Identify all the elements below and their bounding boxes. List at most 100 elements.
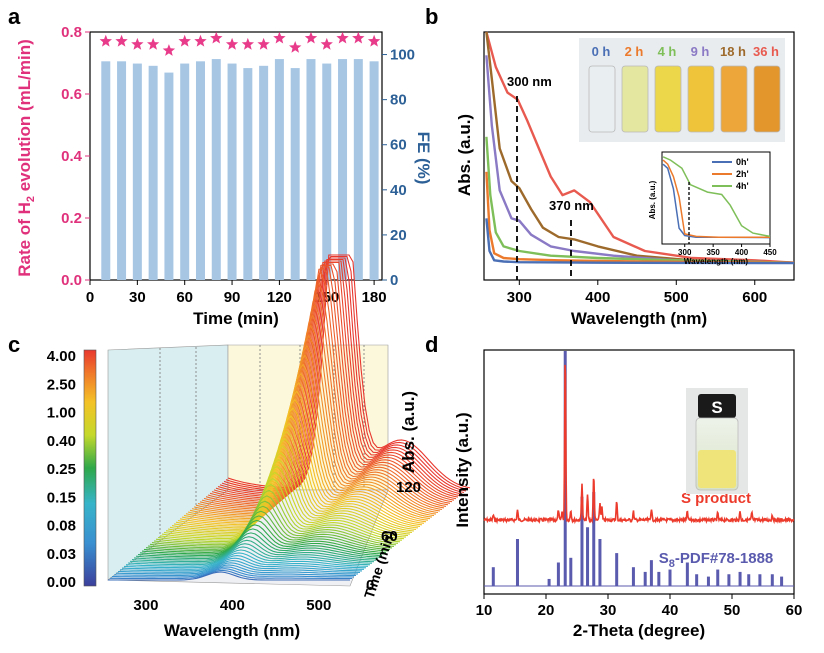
waterfall-trace bbox=[201, 303, 445, 509]
inset-x-tick-label: 450 bbox=[763, 248, 777, 257]
y-axis-title-right-a: FE (%) bbox=[414, 132, 433, 185]
colorbar-tick-label: 1.00 bbox=[47, 405, 76, 422]
waterfall-trace bbox=[199, 314, 443, 511]
waterfall-trace bbox=[137, 532, 381, 558]
rate-star bbox=[210, 31, 223, 44]
rate-star bbox=[147, 37, 160, 50]
absorbance-curve bbox=[485, 136, 795, 264]
fe-bar bbox=[322, 63, 332, 281]
waterfall-trace bbox=[217, 261, 461, 497]
inset-legend-label: 4h' bbox=[736, 181, 749, 191]
rate-star bbox=[273, 31, 286, 44]
waterfall-trace bbox=[157, 483, 401, 543]
reference-peak bbox=[569, 557, 573, 586]
inset-curve bbox=[662, 156, 771, 238]
panel-label-c: c bbox=[8, 332, 20, 357]
fe-bar bbox=[369, 61, 379, 281]
x-tick-label: 10 bbox=[476, 602, 493, 619]
waterfall-trace bbox=[145, 515, 389, 552]
colorbar-tick-label: 2.50 bbox=[47, 376, 76, 393]
reference-peak bbox=[580, 496, 584, 586]
rate-star bbox=[289, 41, 302, 53]
vial-label: 18 h bbox=[720, 44, 746, 59]
vial bbox=[720, 65, 748, 133]
annotation-370nm: 370 nm bbox=[549, 198, 594, 213]
waterfall-trace bbox=[133, 539, 377, 561]
y-left-tick-label: 0.8 bbox=[61, 24, 82, 41]
waterfall-trace bbox=[213, 264, 457, 500]
waterfall-trace bbox=[139, 528, 383, 557]
y-left-tick-label: 0.6 bbox=[61, 86, 82, 103]
fe-bar bbox=[148, 65, 158, 281]
waterfall-trace bbox=[163, 465, 407, 538]
fe-bar bbox=[227, 63, 237, 281]
waterfall-trace bbox=[108, 571, 350, 581]
absorbance-curve bbox=[485, 171, 795, 264]
y-axis-title-b: Abs. (a.u.) bbox=[455, 114, 474, 196]
absorbance-curve bbox=[485, 218, 795, 265]
x-tick-label: 30 bbox=[600, 602, 617, 619]
inset-x-tick-label: 400 bbox=[735, 248, 749, 257]
fe-bar bbox=[164, 72, 174, 280]
reference-peak bbox=[758, 574, 762, 586]
colorbar-tick-label: 0.15 bbox=[47, 489, 76, 506]
series-label-s-product: S product bbox=[681, 490, 751, 507]
colorbar-tick-label: 0.25 bbox=[47, 461, 76, 478]
plot-frame-b bbox=[483, 31, 795, 281]
rate-star bbox=[241, 37, 254, 50]
waterfall-trace bbox=[169, 445, 413, 534]
time-tick-label: 120 bbox=[396, 479, 421, 496]
y-right-tick-label: 60 bbox=[390, 137, 407, 154]
x-tick-label: 40 bbox=[662, 602, 679, 619]
vial bbox=[588, 65, 616, 133]
series-label-s8-reference: S8-PDF#78-1888 bbox=[659, 550, 774, 570]
waterfall-trace bbox=[113, 566, 356, 576]
vial-label: 9 h bbox=[691, 44, 710, 59]
y-left-tick-label: 0.4 bbox=[61, 148, 83, 165]
reference-peak bbox=[770, 574, 774, 586]
rate-star bbox=[131, 37, 144, 50]
y-right-tick-label: 100 bbox=[390, 47, 415, 64]
x-tick-label: 20 bbox=[538, 602, 555, 619]
reference-peak bbox=[547, 578, 551, 586]
waterfall-trace bbox=[179, 407, 423, 526]
vial bbox=[654, 65, 682, 133]
waterfall-trace bbox=[211, 266, 455, 501]
panel-c: 4.002.501.000.400.250.150.080.030.00 300… bbox=[47, 254, 471, 640]
waterfall-trace bbox=[209, 267, 453, 503]
vials-photo: 0 h 2 h 4 h 9 h 18 h 36 h bbox=[579, 38, 785, 142]
rate-star bbox=[257, 37, 270, 50]
vial-label: 4 h bbox=[658, 44, 677, 59]
waterfall-trace bbox=[121, 557, 364, 570]
colorbar bbox=[83, 349, 97, 587]
waterfall-trace bbox=[197, 324, 441, 512]
rate-star bbox=[304, 31, 318, 44]
rate-star bbox=[99, 34, 112, 47]
reference-peak bbox=[631, 567, 635, 586]
waterfall-trace bbox=[110, 569, 352, 580]
waterfall-trace bbox=[125, 552, 369, 567]
fe-bar bbox=[211, 59, 221, 280]
reference-peak bbox=[491, 567, 495, 586]
waterfall-trace bbox=[185, 381, 429, 521]
inset-x-tick-label: 300 bbox=[678, 248, 692, 257]
x-tick-label: 500 bbox=[306, 597, 331, 614]
vial bbox=[753, 65, 781, 133]
reference-peak bbox=[695, 574, 699, 586]
time-tick-label: 0 bbox=[366, 577, 374, 594]
x-tick-label: 0 bbox=[86, 289, 94, 306]
vial bbox=[687, 65, 715, 133]
inset-legend-label: 0h' bbox=[736, 157, 749, 167]
fe-bar bbox=[290, 68, 300, 280]
plot-frame-d bbox=[483, 349, 795, 595]
reference-peak bbox=[592, 492, 596, 586]
vial-label: 2 h bbox=[625, 44, 644, 59]
fe-bar bbox=[274, 59, 284, 280]
sulfur-vial-photo: S bbox=[686, 388, 748, 494]
waterfall-trace bbox=[127, 549, 371, 566]
reference-peak bbox=[685, 562, 689, 586]
x-tick-label: 60 bbox=[786, 602, 803, 619]
inset-curve bbox=[662, 159, 771, 239]
waterfall-trace bbox=[175, 423, 419, 529]
waterfall-trace bbox=[177, 415, 421, 527]
